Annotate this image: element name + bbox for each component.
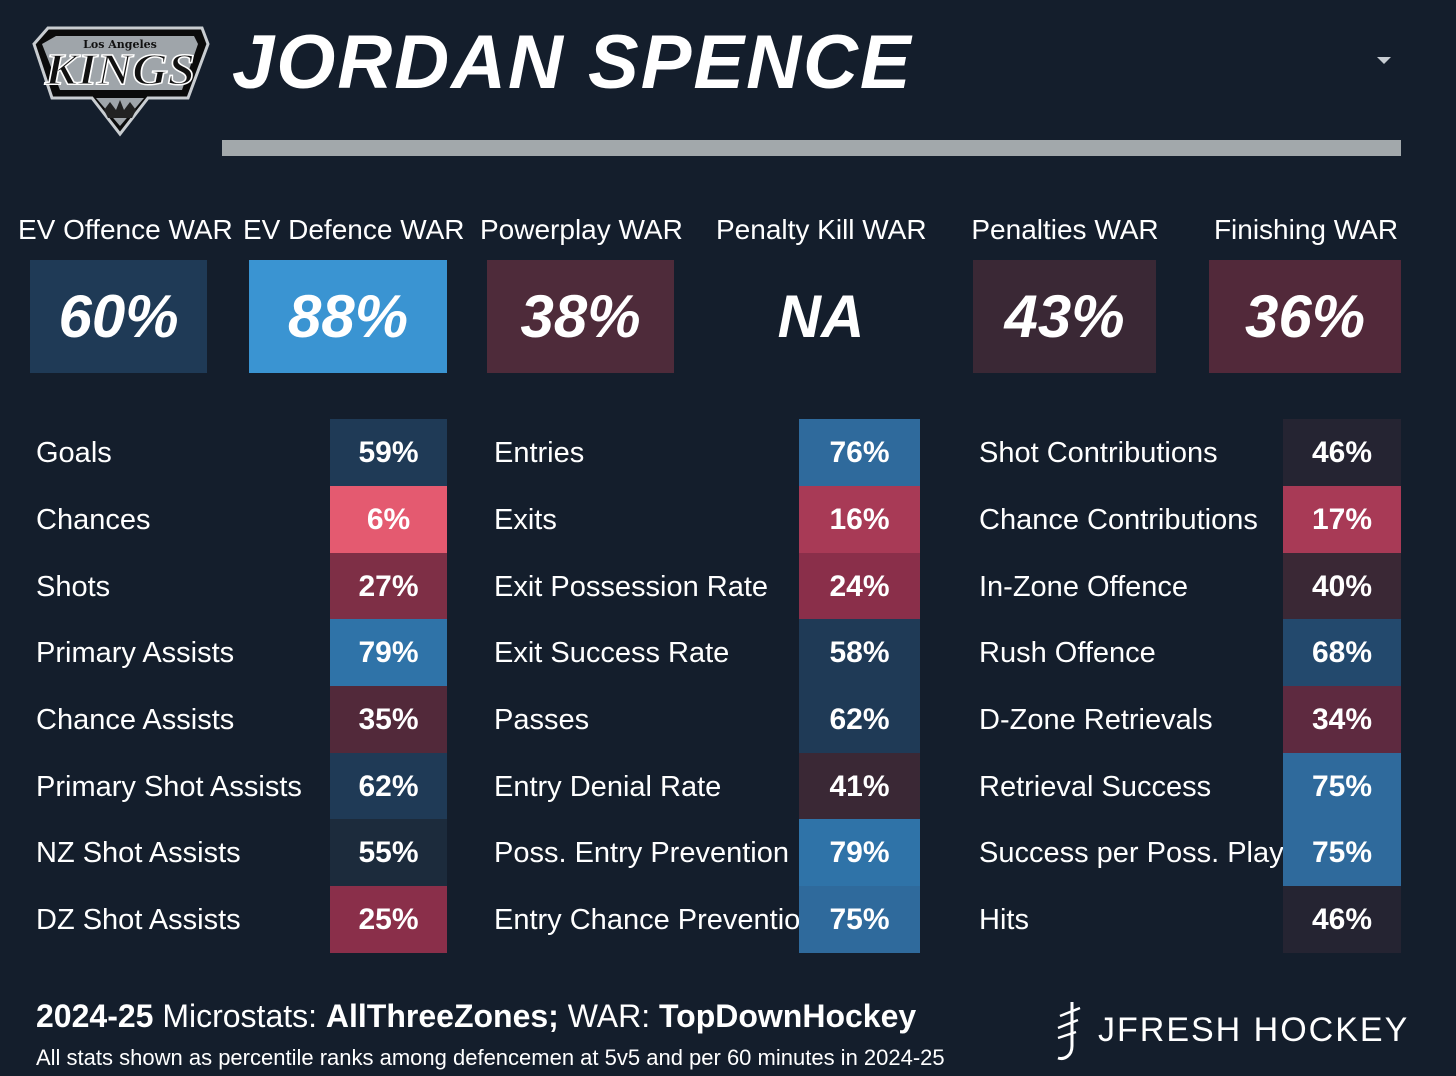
- stat-value: 79%: [799, 819, 920, 886]
- footer-sources: 2024-25 Microstats: AllThreeZones; WAR: …: [36, 995, 916, 1037]
- stat-value: 40%: [1283, 553, 1401, 620]
- stat-value: 79%: [330, 619, 447, 686]
- stat-value: 46%: [1283, 419, 1401, 486]
- stat-label: Entries: [494, 437, 585, 469]
- stat-value: 68%: [1283, 619, 1401, 686]
- war-label-ev-defence: EV Defence WAR: [243, 214, 465, 245]
- stat-label: In-Zone Offence: [979, 571, 1189, 603]
- war-label-penalty-kill: Penalty Kill WAR: [716, 214, 927, 245]
- stat-label: Passes: [494, 704, 590, 736]
- logo-lettering-top: Los Angeles: [83, 38, 157, 51]
- footer-season: 2024-25: [36, 998, 154, 1034]
- stat-value: 6%: [330, 486, 447, 553]
- footer-microstats-label: Microstats:: [162, 998, 318, 1034]
- war-tile-powerplay: 38%: [487, 260, 674, 373]
- team-logo: Los Angeles KINGS: [32, 26, 210, 137]
- stat-label: Exit Success Rate: [494, 637, 730, 669]
- stat-value: 59%: [330, 419, 447, 486]
- stat-label: Hits: [979, 904, 1029, 936]
- stat-label: Exit Possession Rate: [494, 571, 769, 603]
- stat-label: Primary Assists: [36, 637, 235, 669]
- war-label-finishing: Finishing WAR: [1213, 214, 1399, 245]
- stat-label: Goals: [36, 437, 112, 469]
- war-tile-finishing: 36%: [1209, 260, 1401, 373]
- stat-value: 41%: [799, 753, 920, 820]
- brand-name: JFRESH HOCKEY: [1098, 1011, 1410, 1049]
- stat-label: Exits: [494, 504, 557, 536]
- jfresh-logo-icon: [1057, 1002, 1081, 1060]
- stat-label: Entry Chance Prevention: [494, 904, 817, 936]
- stat-value: 24%: [799, 553, 920, 620]
- stat-value: 76%: [799, 419, 920, 486]
- stat-value: 27%: [330, 553, 447, 620]
- stat-label: Chance Assists: [36, 704, 235, 736]
- footer-war-source: TopDownHockey: [658, 998, 917, 1034]
- stat-value: 75%: [1283, 819, 1401, 886]
- stat-value: 46%: [1283, 886, 1401, 953]
- war-label-ev-offence: EV Offence WAR: [18, 214, 233, 245]
- stat-label: DZ Shot Assists: [36, 904, 241, 936]
- stat-value: 62%: [330, 753, 447, 820]
- stat-value: 75%: [1283, 753, 1401, 820]
- stat-label: Chance Contributions: [979, 504, 1258, 536]
- war-tile-ev-offence: 60%: [30, 260, 207, 373]
- stat-label: Shots: [36, 571, 111, 603]
- stat-label: Chances: [36, 504, 151, 536]
- footer-war-label: WAR:: [567, 998, 651, 1034]
- player-name-title: JORDAN SPENCE: [232, 20, 913, 105]
- footer-microstats-source: AllThreeZones;: [325, 998, 559, 1034]
- stat-value: 25%: [330, 886, 447, 953]
- stat-value: 17%: [1283, 486, 1401, 553]
- war-tile-penalty-kill: NA: [725, 260, 917, 373]
- war-tile-ev-defence: 88%: [249, 260, 447, 373]
- stat-value: 55%: [330, 819, 447, 886]
- war-tile-penalties: 43%: [973, 260, 1156, 373]
- stat-label: Retrieval Success: [979, 771, 1212, 803]
- stat-label: Poss. Entry Prevention: [494, 837, 789, 869]
- war-label-powerplay: Powerplay WAR: [480, 214, 683, 245]
- footer-note: All stats shown as percentile ranks amon…: [36, 1045, 945, 1070]
- stat-value: 35%: [330, 686, 447, 753]
- chevron-down-icon[interactable]: [1377, 57, 1391, 64]
- logo-lettering-main: KINGS: [44, 45, 195, 94]
- stat-label: NZ Shot Assists: [36, 837, 241, 869]
- stat-label: Rush Offence: [979, 637, 1156, 669]
- stat-label: Primary Shot Assists: [36, 771, 302, 803]
- war-label-penalties: Penalties WAR: [971, 214, 1159, 245]
- title-underline-bar: [222, 140, 1401, 156]
- stat-value: 58%: [799, 619, 920, 686]
- stat-label: Success per Poss. Play: [979, 837, 1284, 869]
- stat-label: Entry Denial Rate: [494, 771, 722, 803]
- stat-label: D-Zone Retrievals: [979, 704, 1213, 736]
- stat-value: 34%: [1283, 686, 1401, 753]
- stat-label: Shot Contributions: [979, 437, 1218, 469]
- stat-value: 16%: [799, 486, 920, 553]
- stat-value: 62%: [799, 686, 920, 753]
- stat-value: 75%: [799, 886, 920, 953]
